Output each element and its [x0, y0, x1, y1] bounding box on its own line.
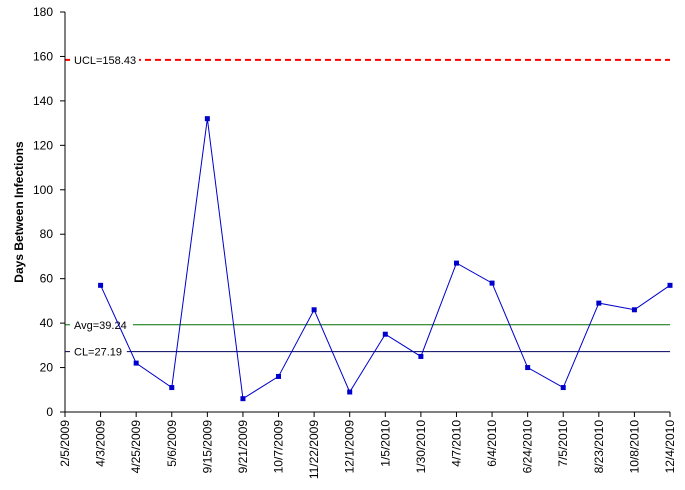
data-point — [133, 360, 139, 366]
x-axis-ticks: 2/5/2009 4/3/2009 4/25/2009 5/6/2009 9/15/20… — [58, 412, 677, 479]
x-tick-label: 1/5/2010 — [378, 420, 392, 467]
data-point — [98, 282, 104, 288]
y-tick-label: 140 — [33, 94, 53, 108]
y-axis-ticks: 0 20 40 60 80 100 120 140 160 180 — [33, 5, 65, 419]
data-point — [347, 389, 353, 395]
y-tick-label: 120 — [33, 138, 53, 152]
data-point — [631, 307, 637, 313]
x-tick-label: 6/4/2010 — [485, 420, 499, 467]
data-point — [525, 365, 531, 371]
data-point — [169, 385, 175, 391]
reference-label: Avg=39.24 — [74, 320, 127, 332]
data-point — [489, 280, 495, 286]
data-point — [240, 396, 246, 402]
x-tick-label: 2/5/2009 — [58, 420, 72, 467]
y-tick-label: 20 — [40, 361, 54, 375]
data-point — [382, 331, 388, 337]
y-tick-label: 40 — [40, 316, 54, 330]
x-tick-label: 10/7/2009 — [272, 420, 286, 474]
data-point — [667, 282, 673, 288]
y-tick-label: 160 — [33, 49, 53, 63]
data-point — [204, 116, 210, 122]
reference-label-bg — [70, 344, 127, 359]
x-tick-label: 7/5/2010 — [556, 420, 570, 467]
y-tick-label: 60 — [40, 272, 54, 286]
y-tick-label: 180 — [33, 5, 53, 19]
y-tick-label: 80 — [40, 227, 54, 241]
data-point — [311, 307, 317, 313]
series-line — [100, 118, 671, 400]
data-point — [418, 353, 424, 359]
x-tick-label: 10/8/2010 — [627, 420, 641, 474]
x-tick-label: 8/23/2010 — [592, 420, 606, 474]
reference-label-bg — [70, 52, 139, 67]
x-tick-label: 9/21/2009 — [236, 420, 250, 474]
data-point — [560, 385, 566, 391]
data-point — [453, 260, 459, 266]
y-axis-title: Days Between Infections — [12, 141, 26, 283]
x-tick-label: 5/6/2009 — [165, 420, 179, 467]
reference-lines: UCL=158.43 Avg=39.24 CL=27.19 — [65, 52, 670, 359]
x-tick-label: 12/4/2010 — [663, 420, 677, 474]
x-tick-label: 6/24/2010 — [521, 420, 535, 474]
data-point — [596, 300, 602, 306]
x-tick-label: 9/15/2009 — [200, 420, 214, 474]
reference-label: UCL=158.43 — [74, 55, 136, 67]
data-point — [276, 373, 282, 379]
x-tick-label: 4/25/2009 — [129, 420, 143, 474]
data-series — [98, 116, 673, 402]
reference-label: CL=27.19 — [74, 347, 122, 359]
x-tick-label: 1/30/2010 — [414, 420, 428, 474]
x-tick-label: 11/22/2009 — [307, 420, 321, 479]
y-tick-label: 100 — [33, 183, 53, 197]
x-tick-label: 4/3/2009 — [94, 420, 108, 467]
x-tick-label: 4/7/2010 — [449, 420, 463, 467]
y-tick-label: 0 — [46, 405, 53, 419]
x-tick-label: 12/1/2009 — [343, 420, 357, 474]
